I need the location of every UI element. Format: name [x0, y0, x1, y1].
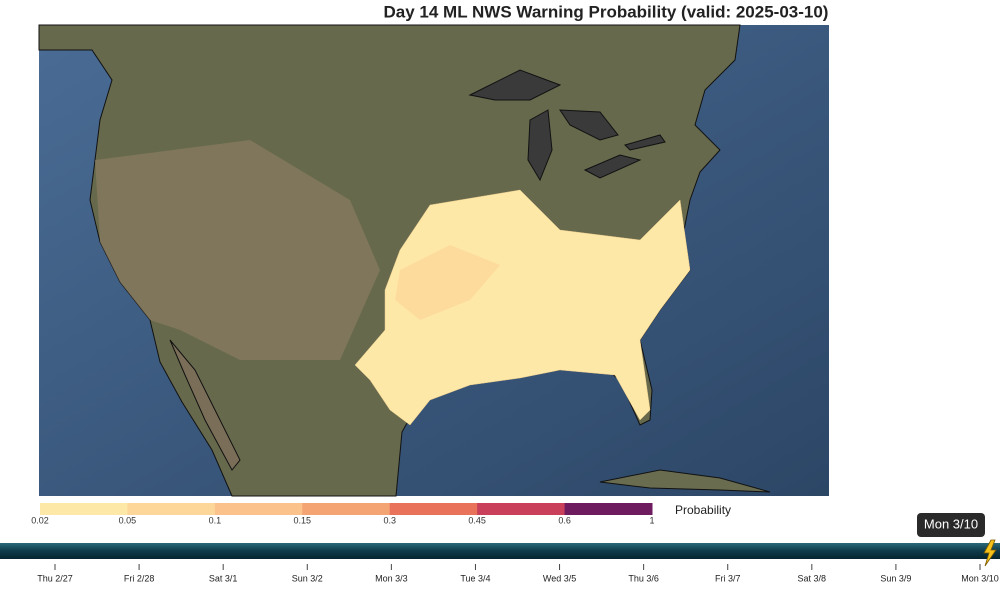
timeline-label: Mon 3/3 [375, 573, 408, 583]
colorbar-segment [564, 503, 653, 515]
great-lakes [468, 69, 666, 182]
timeline-label: Sat 3/1 [209, 573, 238, 583]
timeline-label: Sun 3/9 [880, 573, 911, 583]
colorbar-segment [127, 503, 216, 515]
timeline-label: Fri 2/28 [124, 573, 155, 583]
map [38, 24, 829, 497]
timeline-bar[interactable] [0, 543, 1000, 559]
timeline-label: Thu 2/27 [37, 573, 73, 583]
badge-bg [917, 513, 985, 537]
map-title: Day 14 ML NWS Warning Probability (valid… [384, 2, 829, 21]
current-badge: Mon 3/10 [917, 513, 985, 537]
colorbar-tick-label: 1 [649, 515, 654, 525]
timeline-label: Sat 3/8 [798, 573, 827, 583]
colorbar-segment [302, 503, 391, 515]
timeline-label: Tue 3/4 [460, 573, 490, 583]
timeline-labels: Thu 2/27 Fri 2/28 Sat 3/1 Sun 3/2 Mon 3/3 Tue… [37, 564, 999, 583]
colorbar-tick-label: 0.02 [31, 515, 49, 525]
timeline-label: Mon 3/10 [961, 573, 999, 583]
timeline-handle[interactable] [983, 539, 997, 567]
timeline-label: Sun 3/2 [292, 573, 323, 583]
colorbar-tick-label: 0.3 [383, 515, 396, 525]
timeline-label: Wed 3/5 [543, 573, 576, 583]
colorbar-tick-label: 0.1 [209, 515, 222, 525]
mexico-baja [169, 339, 241, 471]
probability-area-high [395, 245, 500, 320]
current-date: Mon 3/10 [924, 516, 978, 531]
colorbar-segment [389, 503, 478, 515]
colorbar-label: Probability [675, 503, 731, 517]
probability-area [354, 189, 691, 426]
colorbar-segment [40, 503, 128, 515]
colorbar-segment [214, 503, 303, 515]
colorbar-segment [477, 503, 566, 515]
western-desert [95, 140, 380, 360]
timeline-label: Thu 3/6 [628, 573, 659, 583]
colorbar-tick-label: 0.15 [294, 515, 312, 525]
colorbar-tick-label: 0.45 [468, 515, 486, 525]
colorbar-tick-label: 0.05 [119, 515, 137, 525]
colorbar-tick-label: 0.6 [558, 515, 571, 525]
timeline-label: Fri 3/7 [715, 573, 741, 583]
colorbar: 0.02 0.05 0.1 0.15 0.3 0.45 0.6 1 [31, 503, 655, 525]
cuba [599, 469, 771, 493]
